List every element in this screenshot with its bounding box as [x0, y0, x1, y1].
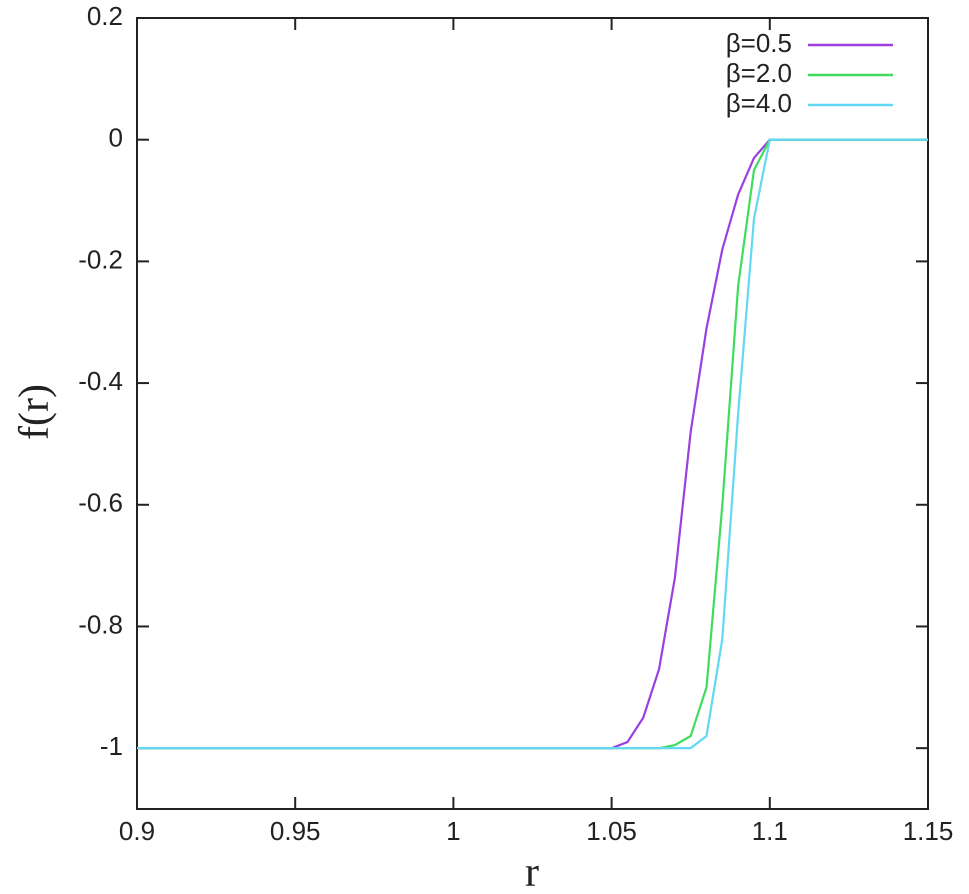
x-tick-label: 0.9: [119, 816, 155, 846]
line-series: [137, 138, 928, 750]
x-tick-label: 1: [446, 816, 460, 846]
line-series: [137, 138, 928, 750]
x-tick-label: 1.15: [903, 816, 954, 846]
legend-label: β=0.5: [726, 28, 792, 58]
y-axis-label: f(r): [12, 384, 58, 440]
y-tick-label: 0.2: [87, 1, 123, 31]
legend-label: β=4.0: [726, 88, 792, 118]
y-tick-label: -0.4: [78, 366, 123, 396]
x-tick-label: 0.95: [270, 816, 321, 846]
legend-label: β=2.0: [726, 58, 792, 88]
y-tick-label: -0.2: [78, 244, 123, 274]
y-tick-label: -1: [100, 731, 123, 761]
x-tick-label: 1.05: [586, 816, 637, 846]
x-tick-label: 1.1: [752, 816, 788, 846]
y-tick-label: -0.8: [78, 609, 123, 639]
plot-frame: [136, 17, 929, 810]
line-series: [137, 138, 928, 750]
y-tick-label: 0: [109, 123, 123, 153]
y-tick-label: -0.6: [78, 488, 123, 518]
x-axis-label: r: [525, 850, 539, 894]
